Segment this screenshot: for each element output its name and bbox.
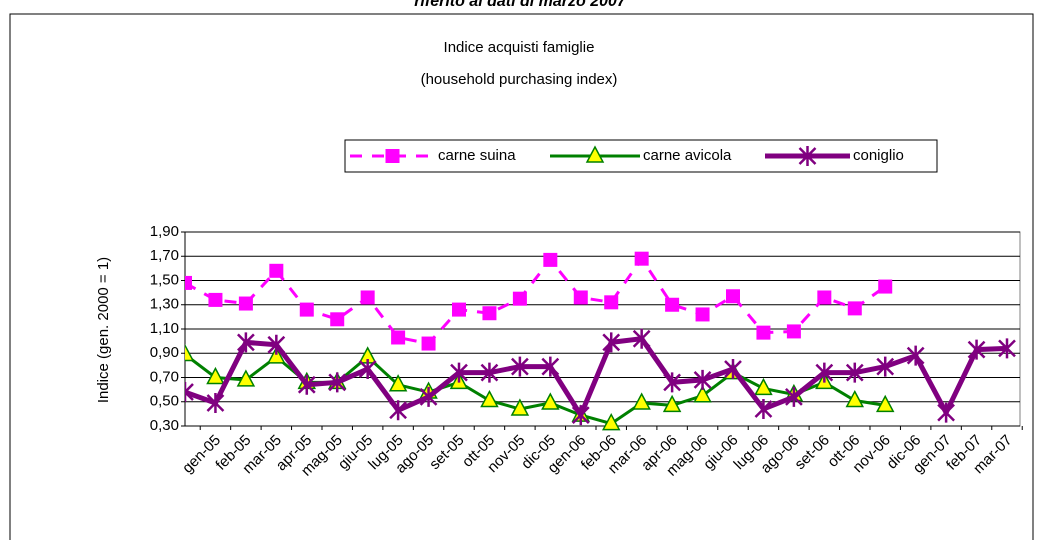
y-tick-label: 0,90 <box>150 344 179 361</box>
y-tick-label: 1,50 <box>150 271 179 288</box>
marker <box>206 392 225 413</box>
marker <box>360 290 375 305</box>
marker <box>815 362 834 383</box>
chart-subtitle: (household purchasing index) <box>421 71 618 88</box>
marker <box>798 146 817 166</box>
marker <box>297 374 316 395</box>
marker <box>480 362 499 383</box>
marker <box>208 292 223 307</box>
marker <box>238 296 253 311</box>
marker <box>269 263 284 278</box>
y-tick-label: 1,10 <box>150 320 179 337</box>
marker <box>480 389 499 408</box>
y-tick-label: 1,30 <box>150 296 179 313</box>
marker <box>604 295 619 310</box>
y-tick-label: 1,90 <box>150 223 179 240</box>
marker <box>665 297 680 312</box>
marker <box>602 332 621 353</box>
marker <box>937 402 955 423</box>
marker <box>543 252 558 267</box>
x-tick-label: set-06 <box>791 432 833 474</box>
marker <box>206 366 225 385</box>
plot-series <box>185 251 1016 431</box>
x-tick-label: set-05 <box>426 432 468 474</box>
series-line <box>185 336 1008 421</box>
marker <box>541 356 560 377</box>
marker <box>817 290 832 305</box>
marker <box>601 412 621 431</box>
page-header: riferito ai dati di marzo 2007 <box>414 0 627 10</box>
marker <box>878 279 893 294</box>
marker <box>663 372 681 393</box>
marker <box>845 362 864 383</box>
y-tick-label: 0,30 <box>150 417 179 434</box>
y-tick-label: 0,50 <box>150 393 179 410</box>
chart-frame <box>9 13 1034 540</box>
chart-title: Indice acquisti famiglie <box>444 39 595 56</box>
marker <box>385 149 400 163</box>
marker <box>754 377 773 396</box>
marker <box>267 346 286 364</box>
marker <box>330 312 345 327</box>
marker <box>634 251 649 266</box>
marker <box>388 374 408 392</box>
marker <box>847 301 862 316</box>
marker <box>786 324 801 339</box>
marker <box>906 345 925 366</box>
marker <box>632 328 651 349</box>
y-tick-label: 1,70 <box>150 247 179 264</box>
marker <box>662 394 682 413</box>
marker <box>875 394 895 413</box>
marker <box>754 399 773 420</box>
marker <box>299 302 314 317</box>
legend-label: carne avicola <box>643 147 732 164</box>
marker <box>845 389 865 408</box>
marker <box>237 332 255 353</box>
marker <box>510 398 530 416</box>
marker <box>693 385 712 403</box>
marker <box>998 338 1016 359</box>
marker <box>585 145 605 163</box>
legend-label: coniglio <box>853 147 904 164</box>
marker <box>185 275 192 290</box>
marker <box>185 382 194 403</box>
marker <box>421 336 436 351</box>
legend-label: carne suina <box>438 147 516 164</box>
marker <box>482 306 497 321</box>
marker <box>267 334 286 355</box>
marker <box>512 291 527 306</box>
marker <box>450 362 468 383</box>
marker <box>419 386 438 407</box>
marker <box>185 343 195 362</box>
marker <box>632 392 651 410</box>
marker <box>573 290 588 305</box>
marker <box>693 369 712 390</box>
marker <box>358 359 377 380</box>
marker <box>236 369 256 387</box>
marker <box>328 372 347 393</box>
x-tick-label: gen-05 <box>179 432 224 477</box>
marker <box>967 339 986 360</box>
y-tick-label: 0,70 <box>150 368 179 385</box>
marker <box>391 330 406 345</box>
marker <box>511 356 529 377</box>
marker <box>785 386 803 407</box>
marker <box>541 392 560 410</box>
y-axis-label: Indice (gen. 2000 = 1) <box>95 257 112 403</box>
marker <box>571 405 590 426</box>
marker <box>452 302 466 317</box>
marker <box>876 356 895 377</box>
marker <box>724 359 742 380</box>
marker <box>726 289 740 304</box>
marker <box>695 307 710 322</box>
marker <box>389 400 407 421</box>
marker <box>756 325 771 340</box>
